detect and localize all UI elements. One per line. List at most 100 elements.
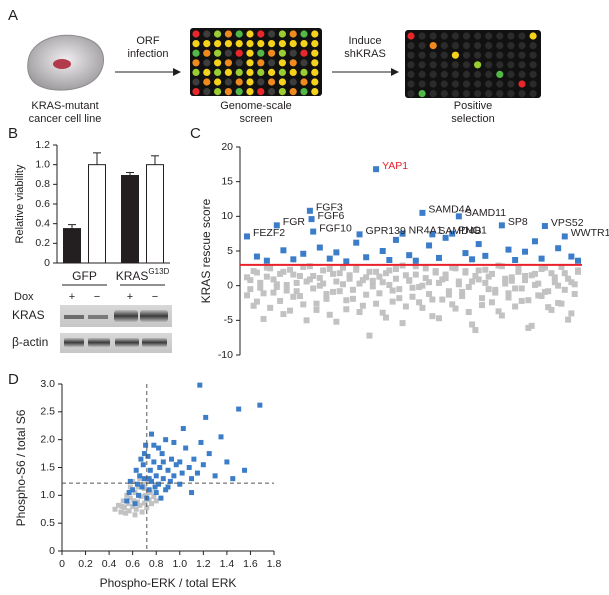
- point: [326, 311, 333, 318]
- point: [296, 272, 303, 279]
- point: [502, 280, 509, 287]
- spot: [496, 42, 504, 50]
- point: [316, 244, 323, 251]
- point: [376, 273, 383, 280]
- point: [250, 268, 257, 275]
- point-label: SP8: [508, 216, 528, 228]
- point: [300, 301, 307, 308]
- spot: [300, 40, 308, 48]
- point: [139, 484, 145, 490]
- spot: [474, 61, 482, 69]
- spot: [429, 51, 437, 59]
- point: [149, 478, 155, 484]
- spot: [192, 30, 200, 38]
- point: [316, 282, 323, 289]
- y-tick-label: 1.5: [40, 461, 55, 473]
- bar: [88, 164, 106, 264]
- point: [313, 300, 320, 307]
- spot: [462, 80, 471, 88]
- point: [141, 451, 147, 457]
- point: [462, 250, 469, 257]
- spot: [529, 80, 537, 88]
- point: [575, 268, 581, 275]
- point: [141, 500, 147, 506]
- point: [167, 478, 173, 484]
- point: [343, 258, 350, 265]
- blot-band: [114, 310, 138, 322]
- arrow-label: shKRAS: [344, 48, 386, 60]
- spot: [474, 32, 482, 40]
- spot: [485, 42, 493, 50]
- spot: [462, 90, 471, 98]
- spot: [300, 30, 308, 38]
- point: [508, 274, 515, 281]
- point: [326, 266, 333, 273]
- point: [439, 296, 446, 303]
- spot: [246, 30, 254, 38]
- point: [116, 502, 122, 508]
- spot: [451, 61, 459, 69]
- spot: [257, 59, 265, 67]
- point: [449, 230, 456, 237]
- point: [133, 506, 139, 512]
- spot: [289, 49, 297, 57]
- point: [422, 275, 429, 282]
- point: [212, 473, 218, 479]
- spot: [192, 68, 200, 76]
- spot: [235, 59, 243, 67]
- point: [525, 324, 532, 331]
- point: [561, 233, 568, 240]
- point-label: SAMD11: [465, 207, 506, 219]
- point: [339, 264, 346, 271]
- y-tick-label: 0.2: [35, 237, 50, 249]
- point: [366, 268, 373, 275]
- spot: [496, 90, 504, 98]
- point: [356, 231, 363, 238]
- spot: [311, 78, 319, 86]
- point: [280, 247, 287, 254]
- spot: [529, 32, 537, 40]
- point: [565, 316, 572, 323]
- point: [313, 306, 320, 313]
- point: [267, 304, 274, 311]
- point: [124, 498, 130, 504]
- spot: [289, 40, 297, 48]
- point: [336, 270, 343, 277]
- x-tick-label: 1.0: [172, 558, 187, 570]
- spot: [203, 30, 211, 38]
- spot: [268, 88, 276, 96]
- point: [396, 286, 403, 293]
- x-tick-label: 0.6: [125, 558, 140, 570]
- caption: Genome-scale: [220, 100, 292, 112]
- point: [119, 503, 125, 509]
- point: [273, 222, 280, 229]
- panel-label: D: [8, 371, 19, 388]
- spot: [268, 49, 276, 57]
- point: [389, 298, 396, 305]
- spot: [529, 90, 537, 98]
- point: [163, 437, 169, 443]
- spot: [289, 59, 297, 67]
- point: [469, 256, 476, 263]
- point: [392, 275, 399, 282]
- point: [156, 445, 162, 451]
- spot: [257, 30, 265, 38]
- spot: [278, 49, 286, 57]
- point: [541, 288, 548, 295]
- point: [386, 257, 393, 264]
- point: [399, 230, 406, 237]
- point: [498, 222, 505, 229]
- point: [147, 467, 153, 473]
- spot: [518, 51, 526, 59]
- panel-label: C: [190, 125, 201, 142]
- row-label: Dox: [14, 291, 34, 303]
- point: [260, 290, 267, 297]
- point: [518, 285, 525, 292]
- point: [512, 285, 519, 292]
- spot: [278, 59, 286, 67]
- blot-band: [64, 338, 84, 347]
- point: [300, 250, 307, 257]
- point: [132, 490, 138, 496]
- point: [373, 268, 380, 275]
- group-name: GFP: [72, 269, 97, 283]
